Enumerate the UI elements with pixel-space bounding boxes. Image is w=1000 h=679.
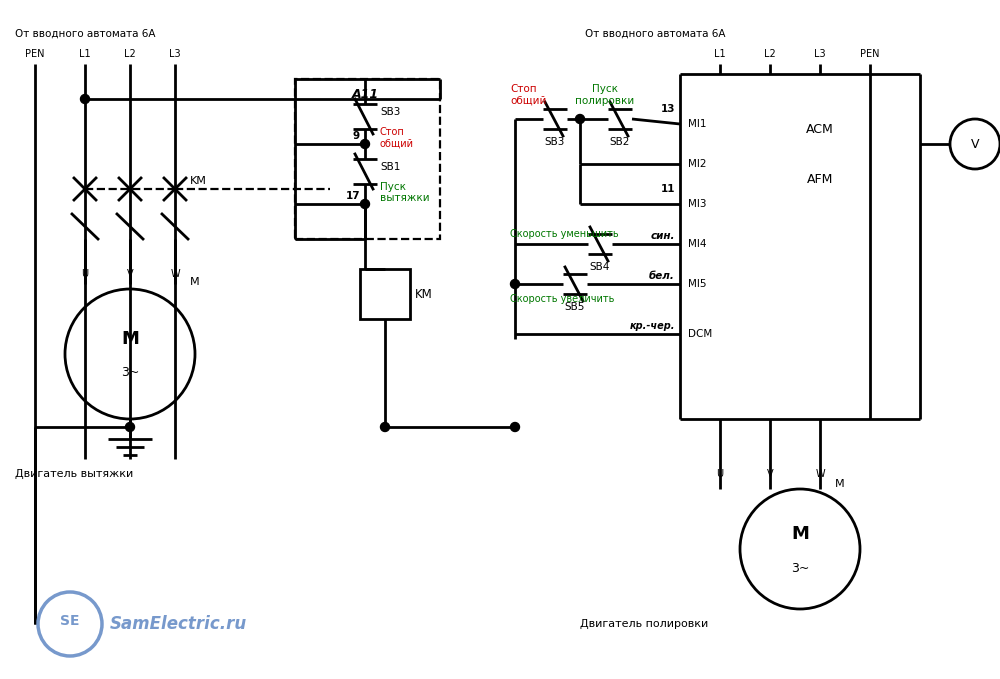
Text: SB3: SB3 — [380, 107, 400, 117]
Text: SB2: SB2 — [610, 137, 630, 147]
Text: От вводного автомата 6А: От вводного автомата 6А — [585, 29, 726, 39]
Text: MI4: MI4 — [688, 239, 706, 249]
Text: AFM: AFM — [807, 172, 833, 185]
Text: Двигатель полировки: Двигатель полировки — [580, 619, 708, 629]
Text: MI1: MI1 — [688, 119, 706, 129]
Text: SB5: SB5 — [565, 302, 585, 312]
Circle shape — [360, 200, 370, 208]
Text: Двигатель вытяжки: Двигатель вытяжки — [15, 469, 133, 479]
Text: Пуск
полировки: Пуск полировки — [575, 84, 635, 106]
Text: A11: A11 — [351, 88, 379, 100]
Text: KM: KM — [415, 287, 433, 301]
Circle shape — [511, 280, 520, 289]
Circle shape — [360, 139, 370, 149]
Text: L1: L1 — [79, 49, 91, 59]
Text: M: M — [121, 330, 139, 348]
Text: Стоп
общий: Стоп общий — [510, 84, 546, 106]
Text: DCM: DCM — [688, 329, 712, 339]
Circle shape — [511, 422, 520, 431]
Text: U: U — [716, 469, 724, 479]
Text: SamElectric.ru: SamElectric.ru — [110, 615, 247, 633]
Text: MI3: MI3 — [688, 199, 706, 209]
Text: V: V — [127, 269, 133, 279]
Text: M: M — [835, 479, 845, 489]
Text: кр.-чер.: кр.-чер. — [630, 321, 675, 331]
Text: MI2: MI2 — [688, 159, 706, 169]
Bar — [360, 269, 410, 319]
Text: V: V — [767, 469, 773, 479]
Text: L3: L3 — [814, 49, 826, 59]
Text: PEN: PEN — [25, 49, 45, 59]
Text: бел.: бел. — [649, 271, 675, 281]
Circle shape — [380, 422, 390, 431]
Text: V: V — [971, 138, 979, 151]
Circle shape — [126, 422, 134, 431]
Text: SB3: SB3 — [545, 137, 565, 147]
Text: SE: SE — [60, 614, 80, 628]
Circle shape — [576, 115, 584, 124]
Text: 3~: 3~ — [791, 562, 809, 576]
Text: L1: L1 — [714, 49, 726, 59]
Text: 13: 13 — [660, 104, 675, 114]
Text: Скорость увеличить: Скорость увеличить — [510, 294, 614, 304]
Text: 17: 17 — [345, 191, 360, 201]
Text: 3~: 3~ — [121, 365, 139, 378]
Circle shape — [80, 94, 90, 103]
Text: От вводного автомата 6А: От вводного автомата 6А — [15, 29, 156, 39]
Text: Скорость уменьшить: Скорость уменьшить — [510, 229, 619, 239]
Text: L2: L2 — [764, 49, 776, 59]
Text: L2: L2 — [124, 49, 136, 59]
Text: KM: KM — [190, 176, 207, 186]
Text: W: W — [815, 469, 825, 479]
Text: 9: 9 — [353, 131, 360, 141]
Text: M: M — [190, 277, 200, 287]
Text: M: M — [791, 525, 809, 543]
Text: SB4: SB4 — [590, 262, 610, 272]
Text: 11: 11 — [660, 184, 675, 194]
Text: MI5: MI5 — [688, 279, 706, 289]
Text: U: U — [81, 269, 89, 279]
Text: SB1: SB1 — [380, 162, 400, 172]
Text: Пуск
вытяжки: Пуск вытяжки — [380, 181, 430, 203]
Text: L3: L3 — [169, 49, 181, 59]
Text: W: W — [170, 269, 180, 279]
Text: PEN: PEN — [860, 49, 880, 59]
Text: ACM: ACM — [806, 122, 834, 136]
Text: син.: син. — [650, 231, 675, 241]
Text: Стоп
общий: Стоп общий — [380, 126, 414, 148]
